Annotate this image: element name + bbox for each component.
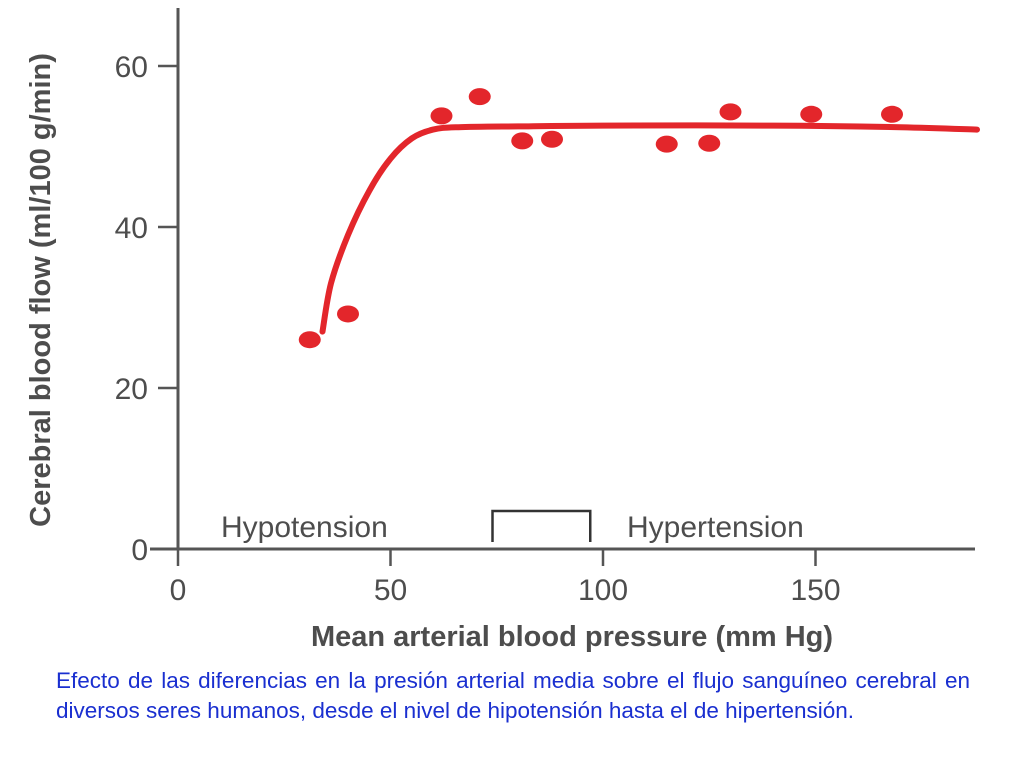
hypotension-label: Hypotension (221, 511, 388, 544)
y-axis-title: Cerebral blood flow (ml/100 g/min) (25, 53, 57, 527)
hypertension-label: Hypertension (627, 511, 804, 544)
cerebral-blood-flow-chart: 0 20 40 60 0 50 100 150 Hypotension Hypertensio… (25, 8, 980, 653)
x-tick-label: 150 (790, 574, 840, 607)
y-tick-label: 40 (115, 212, 148, 245)
data-point (719, 103, 742, 121)
normotension-bracket (491, 509, 592, 542)
region-annotations: Hypotension Hypertension (221, 509, 804, 544)
data-point (337, 305, 359, 323)
y-tick-label: 0 (131, 534, 148, 567)
data-point (541, 130, 563, 148)
x-axis-title: Mean arterial blood pressure (mm Hg) (311, 621, 833, 653)
figure-caption: Efecto de las diferencias en la presión … (56, 668, 970, 723)
data-series (298, 88, 980, 349)
data-point (655, 135, 678, 153)
y-tick-label: 60 (115, 51, 148, 84)
x-tick-label: 50 (374, 574, 407, 607)
data-point (881, 105, 903, 123)
x-tick-label: 100 (578, 574, 628, 607)
data-point (468, 88, 491, 106)
data-point (298, 331, 321, 349)
data-point (698, 134, 721, 152)
y-tick-label: 20 (115, 373, 148, 406)
fitted-curve (319, 122, 980, 335)
data-point (511, 132, 534, 150)
axes (150, 8, 975, 551)
ticks: 0 20 40 60 0 50 100 150 (115, 51, 841, 607)
data-point (800, 105, 823, 123)
x-tick-label: 0 (170, 574, 187, 607)
data-point (430, 107, 453, 125)
